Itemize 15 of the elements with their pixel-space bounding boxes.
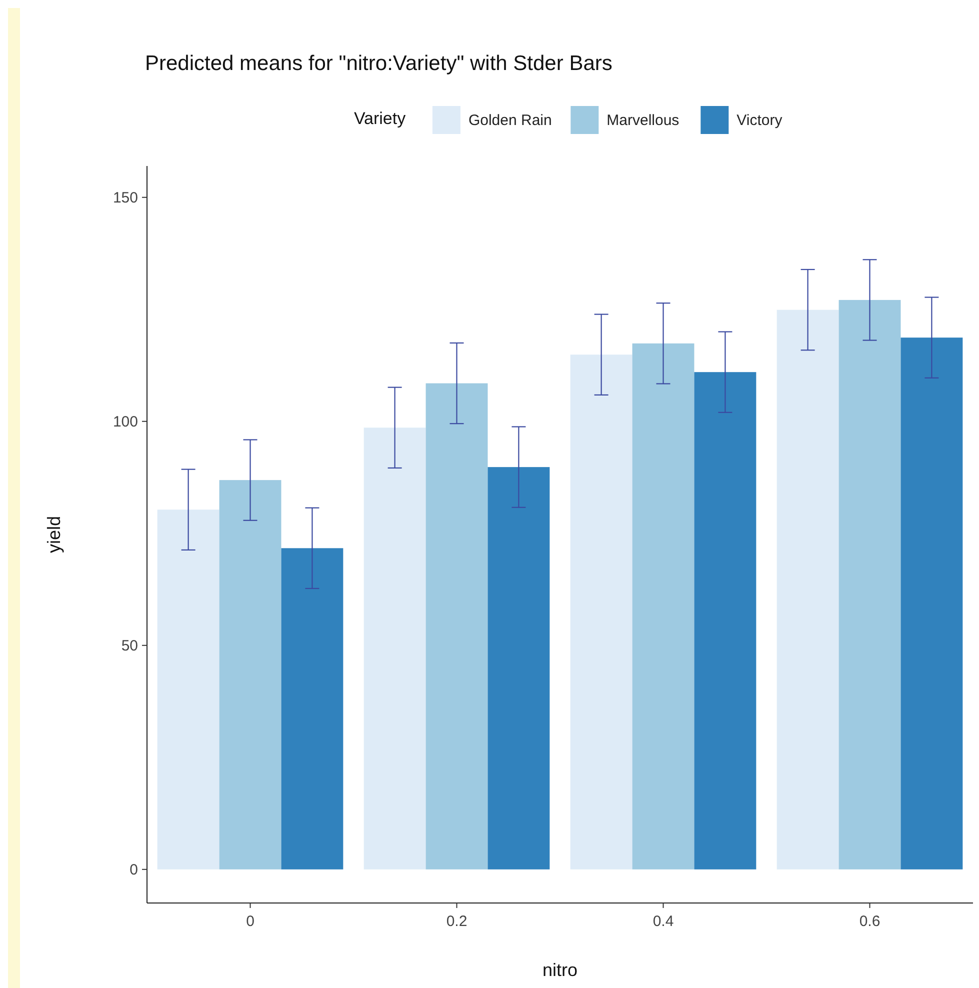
- legend-label: Victory: [736, 112, 783, 129]
- x-axis-title: nitro: [542, 960, 578, 980]
- x-tick-label: 0.4: [652, 913, 674, 930]
- chart-title: Predicted means for "nitro:Variety" with Stder Bars: [145, 52, 612, 75]
- y-tick-label: 0: [130, 862, 138, 879]
- y-tick-label: 50: [121, 638, 138, 655]
- x-tick-label: 0.6: [859, 913, 880, 930]
- legend-label: Golden Rain: [468, 112, 552, 129]
- x-tick-label: 0.2: [446, 913, 468, 930]
- x-tick-label: 0: [246, 913, 254, 930]
- y-axis-title: yield: [44, 516, 64, 554]
- y-tick-label: 150: [112, 190, 138, 207]
- y-tick-label: 100: [112, 414, 138, 431]
- legend-label: Marvellous: [606, 112, 680, 129]
- legend-title: Variety: [354, 109, 406, 128]
